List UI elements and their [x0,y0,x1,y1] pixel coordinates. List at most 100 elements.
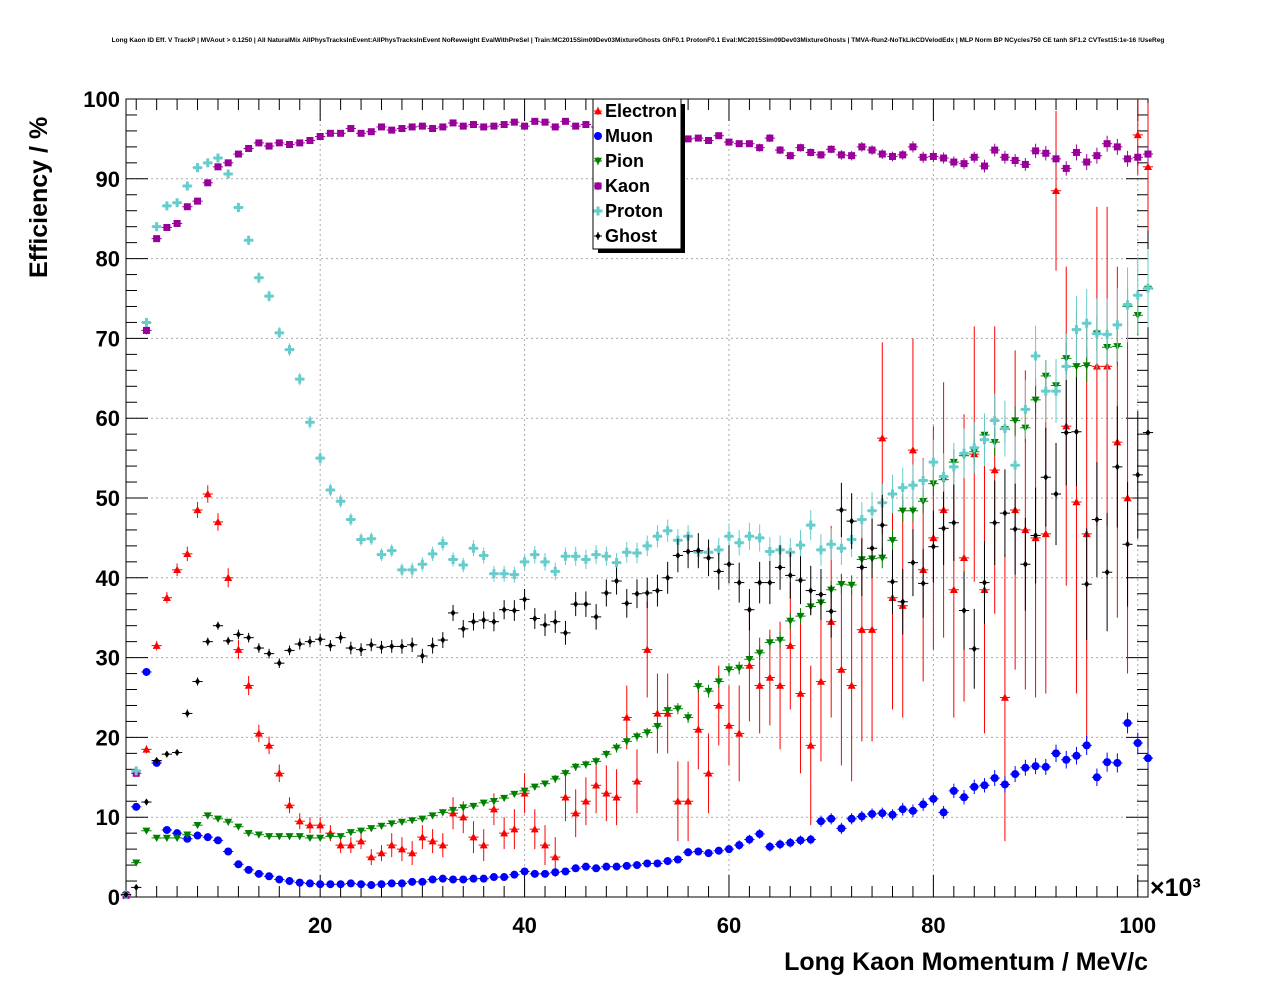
y-tick-label: 80 [96,247,120,272]
pion-marker [622,738,631,746]
proton-marker [1041,386,1051,396]
ghost-point [918,549,929,618]
proton-marker [162,201,172,211]
proton-point [1091,298,1103,369]
pion-marker [316,834,325,842]
kaon-marker [357,129,365,137]
pion-marker [203,812,212,820]
muon-marker [735,841,744,850]
proton-point [1102,298,1113,371]
muon-point [764,841,775,852]
proton-marker [1061,361,1071,371]
kaon-marker [1021,160,1029,168]
proton-marker [1031,351,1041,361]
muon-point [294,878,305,887]
kaon-point [315,133,326,141]
ghost-point [601,579,612,607]
muon-point [682,848,694,857]
muon-marker [387,879,396,888]
ghost-marker [1002,509,1008,517]
pion-marker [888,537,897,545]
ghost-marker [1084,580,1090,588]
kaon-point [1071,144,1082,161]
electron-marker [387,841,396,849]
legend-electron-marker [594,107,602,115]
legend-proton-label: Proton [605,201,663,221]
kaon-point [376,123,387,131]
muon-marker [295,878,304,887]
ghost-point [570,592,581,617]
proton-marker [1051,386,1061,396]
pion-marker [449,806,458,815]
proton-marker [581,554,591,564]
ghost-marker [317,635,323,643]
muon-point [560,867,571,876]
electron-marker [418,833,427,841]
muon-marker [1031,762,1040,771]
pion-marker [684,714,693,722]
kaon-marker [388,126,396,134]
kaon-marker [367,128,375,136]
muon-marker [336,880,345,889]
electron-point [386,833,397,858]
kaon-marker [929,152,937,160]
legend-entry-kaon: Kaon [594,176,650,196]
electron-point [1142,102,1154,231]
muon-marker [234,860,243,869]
proton-marker [489,569,499,579]
pion-marker [704,687,713,696]
x-axis-multiplier: ×10³ [1150,874,1201,902]
electron-marker [796,689,805,697]
kaon-marker [950,158,958,166]
ghost-point [488,612,500,632]
pion-marker [541,780,550,788]
pion-point [529,783,540,791]
ghost-marker [133,883,139,891]
kaon-point [703,136,714,144]
proton-point [304,415,316,429]
kaon-point [396,125,408,133]
proton-point [499,565,510,582]
muon-marker [1123,719,1132,728]
muon-point [580,862,592,871]
muon-marker [878,809,887,818]
electron-marker [765,673,774,681]
electron-point [672,761,683,842]
proton-marker [305,417,315,427]
pion-point [631,731,643,742]
kaon-marker [347,125,355,133]
pion-point [795,608,806,625]
proton-marker [244,235,254,245]
ghost-point [591,604,602,630]
ghost-marker [787,571,793,579]
electron-marker [152,641,161,649]
ghost-point [529,608,540,629]
muon-marker [265,872,274,881]
ghost-marker [1063,429,1069,437]
ghost-point [815,569,827,621]
pion-point [499,794,510,803]
ghost-marker [634,590,640,598]
ghost-marker [746,606,752,614]
y-tick-label: 70 [96,326,120,351]
ghost-marker [1104,568,1110,576]
ghost-marker [879,521,885,529]
electron-marker [847,681,856,689]
muon-point [611,862,622,871]
kaon-marker [1052,155,1060,163]
electron-marker [735,729,744,737]
kaon-marker [306,136,314,144]
muon-marker [285,877,294,886]
electron-marker [244,681,253,689]
kaon-marker [909,143,917,151]
ghost-point [856,538,867,597]
electron-point [223,568,234,588]
electron-marker [960,553,969,562]
electron-marker [1133,130,1142,139]
ghost-point [1081,528,1092,641]
ghost-marker [838,506,844,514]
kaon-marker [316,133,324,141]
proton-point [182,181,193,191]
muon-marker [428,875,437,884]
kaon-point [1040,146,1051,161]
